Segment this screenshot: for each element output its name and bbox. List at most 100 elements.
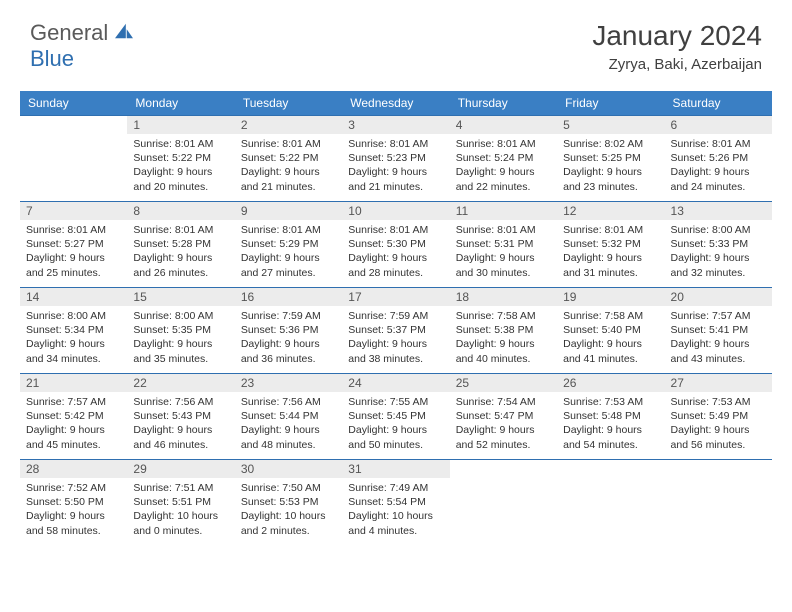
day-number: 5 bbox=[557, 116, 664, 134]
calendar-cell: 8Sunrise: 8:01 AMSunset: 5:28 PMDaylight… bbox=[127, 202, 234, 288]
calendar-cell: 22Sunrise: 7:56 AMSunset: 5:43 PMDayligh… bbox=[127, 374, 234, 460]
day-body: Sunrise: 7:50 AMSunset: 5:53 PMDaylight:… bbox=[235, 478, 342, 542]
day-number: 26 bbox=[557, 374, 664, 392]
calendar-cell: 31Sunrise: 7:49 AMSunset: 5:54 PMDayligh… bbox=[342, 460, 449, 546]
logo: General bbox=[30, 20, 137, 46]
day-number: 18 bbox=[450, 288, 557, 306]
header: General January 2024 Zyrya, Baki, Azerba… bbox=[0, 0, 792, 83]
day-body: Sunrise: 8:01 AMSunset: 5:26 PMDaylight:… bbox=[665, 134, 772, 198]
calendar-cell: 3Sunrise: 8:01 AMSunset: 5:23 PMDaylight… bbox=[342, 116, 449, 202]
calendar-cell: 24Sunrise: 7:55 AMSunset: 5:45 PMDayligh… bbox=[342, 374, 449, 460]
day-number: 9 bbox=[235, 202, 342, 220]
day-body: Sunrise: 7:49 AMSunset: 5:54 PMDaylight:… bbox=[342, 478, 449, 542]
day-body: Sunrise: 8:01 AMSunset: 5:30 PMDaylight:… bbox=[342, 220, 449, 284]
day-number: 2 bbox=[235, 116, 342, 134]
day-body: Sunrise: 8:01 AMSunset: 5:29 PMDaylight:… bbox=[235, 220, 342, 284]
calendar-row: 1Sunrise: 8:01 AMSunset: 5:22 PMDaylight… bbox=[20, 116, 772, 202]
day-body: Sunrise: 7:52 AMSunset: 5:50 PMDaylight:… bbox=[20, 478, 127, 542]
logo-sail-icon bbox=[113, 22, 135, 40]
calendar-cell: 14Sunrise: 8:00 AMSunset: 5:34 PMDayligh… bbox=[20, 288, 127, 374]
month-title: January 2024 bbox=[592, 20, 762, 52]
day-number: 12 bbox=[557, 202, 664, 220]
day-body: Sunrise: 8:01 AMSunset: 5:24 PMDaylight:… bbox=[450, 134, 557, 198]
day-body: Sunrise: 7:55 AMSunset: 5:45 PMDaylight:… bbox=[342, 392, 449, 456]
day-number: 29 bbox=[127, 460, 234, 478]
day-number: 30 bbox=[235, 460, 342, 478]
calendar-cell: 18Sunrise: 7:58 AMSunset: 5:38 PMDayligh… bbox=[450, 288, 557, 374]
day-body: Sunrise: 7:57 AMSunset: 5:41 PMDaylight:… bbox=[665, 306, 772, 370]
calendar-cell: 27Sunrise: 7:53 AMSunset: 5:49 PMDayligh… bbox=[665, 374, 772, 460]
calendar-row: 14Sunrise: 8:00 AMSunset: 5:34 PMDayligh… bbox=[20, 288, 772, 374]
calendar-cell: 16Sunrise: 7:59 AMSunset: 5:36 PMDayligh… bbox=[235, 288, 342, 374]
calendar-head: SundayMondayTuesdayWednesdayThursdayFrid… bbox=[20, 91, 772, 116]
day-body: Sunrise: 8:00 AMSunset: 5:34 PMDaylight:… bbox=[20, 306, 127, 370]
logo-text-part2: Blue bbox=[30, 46, 74, 71]
calendar-cell: 20Sunrise: 7:57 AMSunset: 5:41 PMDayligh… bbox=[665, 288, 772, 374]
calendar-cell: 2Sunrise: 8:01 AMSunset: 5:22 PMDaylight… bbox=[235, 116, 342, 202]
day-number: 14 bbox=[20, 288, 127, 306]
day-number: 20 bbox=[665, 288, 772, 306]
day-number: 24 bbox=[342, 374, 449, 392]
calendar-body: 1Sunrise: 8:01 AMSunset: 5:22 PMDaylight… bbox=[20, 116, 772, 546]
logo-text-part1: General bbox=[30, 20, 108, 46]
day-number: 13 bbox=[665, 202, 772, 220]
calendar-cell: 13Sunrise: 8:00 AMSunset: 5:33 PMDayligh… bbox=[665, 202, 772, 288]
weekday-header: Sunday bbox=[20, 91, 127, 116]
calendar-cell: 21Sunrise: 7:57 AMSunset: 5:42 PMDayligh… bbox=[20, 374, 127, 460]
weekday-header: Friday bbox=[557, 91, 664, 116]
day-body: Sunrise: 8:01 AMSunset: 5:28 PMDaylight:… bbox=[127, 220, 234, 284]
location: Zyrya, Baki, Azerbaijan bbox=[592, 56, 762, 73]
calendar-cell: 17Sunrise: 7:59 AMSunset: 5:37 PMDayligh… bbox=[342, 288, 449, 374]
calendar-cell: 1Sunrise: 8:01 AMSunset: 5:22 PMDaylight… bbox=[127, 116, 234, 202]
day-body: Sunrise: 8:01 AMSunset: 5:27 PMDaylight:… bbox=[20, 220, 127, 284]
day-body: Sunrise: 8:00 AMSunset: 5:33 PMDaylight:… bbox=[665, 220, 772, 284]
calendar-cell: 6Sunrise: 8:01 AMSunset: 5:26 PMDaylight… bbox=[665, 116, 772, 202]
day-body: Sunrise: 7:59 AMSunset: 5:36 PMDaylight:… bbox=[235, 306, 342, 370]
day-body: Sunrise: 8:02 AMSunset: 5:25 PMDaylight:… bbox=[557, 134, 664, 198]
calendar-cell: 12Sunrise: 8:01 AMSunset: 5:32 PMDayligh… bbox=[557, 202, 664, 288]
calendar-cell: 29Sunrise: 7:51 AMSunset: 5:51 PMDayligh… bbox=[127, 460, 234, 546]
calendar-cell: 23Sunrise: 7:56 AMSunset: 5:44 PMDayligh… bbox=[235, 374, 342, 460]
day-number: 22 bbox=[127, 374, 234, 392]
day-number: 25 bbox=[450, 374, 557, 392]
weekday-header: Wednesday bbox=[342, 91, 449, 116]
weekday-header: Saturday bbox=[665, 91, 772, 116]
day-number: 10 bbox=[342, 202, 449, 220]
weekday-header: Thursday bbox=[450, 91, 557, 116]
calendar-cell: 26Sunrise: 7:53 AMSunset: 5:48 PMDayligh… bbox=[557, 374, 664, 460]
day-number: 16 bbox=[235, 288, 342, 306]
day-number: 1 bbox=[127, 116, 234, 134]
weekday-header: Tuesday bbox=[235, 91, 342, 116]
day-body: Sunrise: 7:57 AMSunset: 5:42 PMDaylight:… bbox=[20, 392, 127, 456]
day-body: Sunrise: 7:58 AMSunset: 5:38 PMDaylight:… bbox=[450, 306, 557, 370]
day-number: 7 bbox=[20, 202, 127, 220]
calendar-cell: 19Sunrise: 7:58 AMSunset: 5:40 PMDayligh… bbox=[557, 288, 664, 374]
day-number: 15 bbox=[127, 288, 234, 306]
day-body: Sunrise: 7:51 AMSunset: 5:51 PMDaylight:… bbox=[127, 478, 234, 542]
day-number: 3 bbox=[342, 116, 449, 134]
day-number: 31 bbox=[342, 460, 449, 478]
calendar-cell: 28Sunrise: 7:52 AMSunset: 5:50 PMDayligh… bbox=[20, 460, 127, 546]
calendar-table: SundayMondayTuesdayWednesdayThursdayFrid… bbox=[20, 91, 772, 546]
day-number: 28 bbox=[20, 460, 127, 478]
day-body: Sunrise: 7:56 AMSunset: 5:44 PMDaylight:… bbox=[235, 392, 342, 456]
day-body: Sunrise: 8:00 AMSunset: 5:35 PMDaylight:… bbox=[127, 306, 234, 370]
calendar-cell: 30Sunrise: 7:50 AMSunset: 5:53 PMDayligh… bbox=[235, 460, 342, 546]
day-number: 17 bbox=[342, 288, 449, 306]
day-body: Sunrise: 8:01 AMSunset: 5:23 PMDaylight:… bbox=[342, 134, 449, 198]
calendar-cell-empty bbox=[450, 460, 557, 546]
day-number: 4 bbox=[450, 116, 557, 134]
calendar-row: 7Sunrise: 8:01 AMSunset: 5:27 PMDaylight… bbox=[20, 202, 772, 288]
day-body: Sunrise: 7:54 AMSunset: 5:47 PMDaylight:… bbox=[450, 392, 557, 456]
calendar-cell: 4Sunrise: 8:01 AMSunset: 5:24 PMDaylight… bbox=[450, 116, 557, 202]
day-body: Sunrise: 8:01 AMSunset: 5:22 PMDaylight:… bbox=[127, 134, 234, 198]
day-body: Sunrise: 7:56 AMSunset: 5:43 PMDaylight:… bbox=[127, 392, 234, 456]
weekday-row: SundayMondayTuesdayWednesdayThursdayFrid… bbox=[20, 91, 772, 116]
day-body: Sunrise: 8:01 AMSunset: 5:32 PMDaylight:… bbox=[557, 220, 664, 284]
day-number: 6 bbox=[665, 116, 772, 134]
day-number: 23 bbox=[235, 374, 342, 392]
calendar-cell-empty bbox=[557, 460, 664, 546]
day-number: 27 bbox=[665, 374, 772, 392]
calendar-row: 28Sunrise: 7:52 AMSunset: 5:50 PMDayligh… bbox=[20, 460, 772, 546]
calendar-cell-empty bbox=[665, 460, 772, 546]
